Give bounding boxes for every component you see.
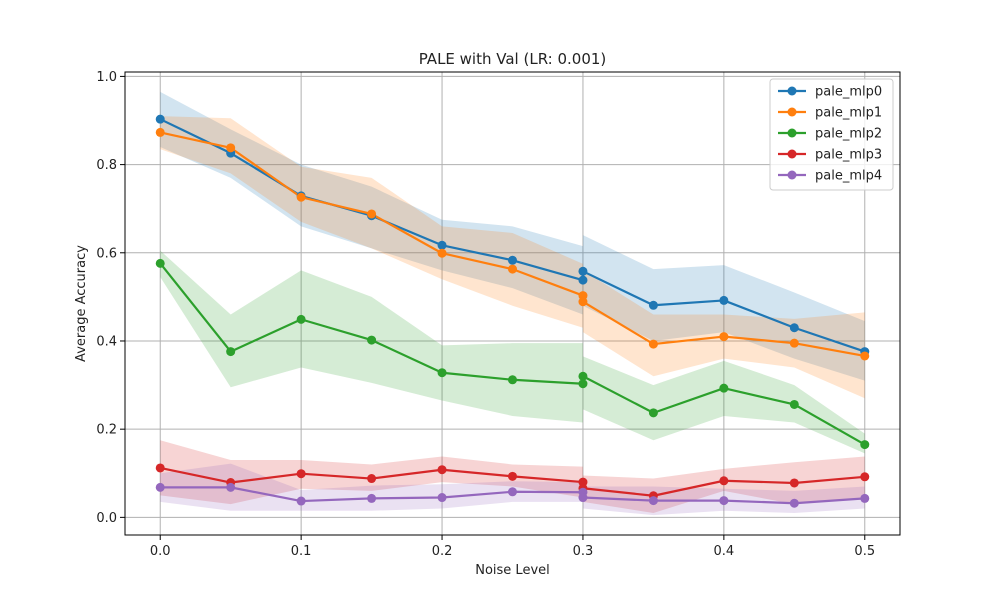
line-pale_mlp4	[160, 486, 865, 505]
point-pale_mlp1	[578, 297, 588, 307]
point-pale_mlp1	[367, 209, 377, 219]
point-pale_mlp3	[155, 463, 165, 473]
point-pale_mlp4	[155, 482, 165, 492]
legend-label: pale_mlp2	[815, 127, 882, 142]
legend-marker	[787, 128, 797, 138]
x-tick-label: 0.0	[150, 544, 171, 559]
legend-marker	[787, 149, 797, 159]
line-pale_mlp2	[159, 262, 866, 446]
point-pale_mlp3	[578, 477, 588, 487]
point-pale_mlp2	[578, 371, 588, 381]
legend-marker	[787, 86, 797, 96]
x-axis-label: Noise Level	[475, 563, 550, 578]
chart-title: PALE with Val (LR: 0.001)	[419, 50, 607, 68]
legend: pale_mlp0 pale_mlp1 pale_mlp2 pale_mlp3pale…	[769, 78, 894, 191]
point-pale_mlp4	[719, 496, 729, 506]
line-pale_mlp1	[159, 131, 865, 358]
point-pale_mlp0	[508, 255, 517, 265]
point-pale_mlp1	[578, 291, 588, 301]
point-pale_mlp0	[578, 275, 588, 285]
point-pale_mlp2	[367, 335, 377, 345]
x-tick-label: 0.5	[854, 544, 875, 559]
point-pale_mlp3	[367, 474, 377, 484]
x-tick-label: 0.4	[714, 544, 735, 559]
point-pale_mlp1	[508, 264, 517, 274]
point-pale_mlp1	[719, 332, 729, 342]
y-tick-label: 1.0	[96, 70, 117, 85]
point-pale_mlp1	[648, 339, 658, 349]
point-pale_mlp0	[648, 300, 658, 310]
point-pale_mlp2	[860, 440, 870, 450]
legend-marker	[787, 170, 797, 180]
point-pale_mlp3	[860, 472, 870, 482]
legend-marker	[787, 107, 797, 117]
series-points	[155, 114, 870, 508]
band-pale_mlp0	[160, 91, 865, 381]
series-lines	[159, 118, 866, 505]
point-pale_mlp2	[648, 408, 658, 418]
point-pale_mlp0	[789, 323, 799, 333]
point-pale_mlp0	[155, 114, 165, 124]
point-pale_mlp2	[296, 314, 306, 324]
point-pale_mlp4	[860, 493, 870, 503]
point-pale_mlp2	[226, 347, 236, 357]
point-pale_mlp1	[789, 338, 799, 348]
band-pale_mlp2	[160, 250, 865, 454]
point-pale_mlp4	[226, 482, 236, 492]
y-axis-ticks: 0.0 0.2 0.4 0.6 0.8 1.0	[96, 70, 125, 526]
y-tick-label: 0.8	[96, 158, 117, 173]
x-axis-ticks: 0.0 0.1 0.2 0.3 0.4 0.5	[150, 535, 875, 559]
y-tick-label: 0.6	[96, 246, 117, 261]
point-pale_mlp1	[155, 127, 165, 137]
point-pale_mlp2	[508, 375, 517, 385]
point-pale_mlp4	[789, 498, 799, 508]
point-pale_mlp4	[648, 496, 658, 506]
legend-label: pale_mlp3	[815, 148, 882, 163]
point-pale_mlp1	[296, 192, 306, 202]
legend-label: pale_mlp4	[815, 169, 882, 184]
point-pale_mlp4	[367, 493, 377, 503]
x-tick-label: 0.2	[432, 544, 453, 559]
legend-box	[769, 78, 894, 191]
point-pale_mlp1	[437, 248, 447, 258]
point-pale_mlp1	[860, 351, 870, 361]
point-pale_mlp0	[437, 240, 447, 250]
point-pale_mlp1	[226, 143, 236, 153]
point-pale_mlp3	[508, 471, 517, 481]
point-pale_mlp4	[508, 487, 517, 497]
point-pale_mlp0	[719, 295, 729, 305]
point-pale_mlp4	[578, 493, 588, 503]
y-tick-label: 0.2	[96, 423, 117, 438]
plot-frame	[124, 71, 901, 536]
point-pale_mlp2	[155, 258, 165, 268]
point-pale_mlp2	[578, 379, 588, 389]
legend-label: pale_mlp1	[815, 106, 882, 121]
line-pale_mlp3	[160, 466, 865, 497]
point-pale_mlp4	[296, 496, 306, 506]
point-pale_mlp2	[437, 368, 447, 378]
point-pale_mlp3	[719, 476, 729, 486]
point-pale_mlp3	[437, 465, 447, 475]
y-tick-label: 0.0	[96, 511, 117, 526]
x-tick-label: 0.3	[573, 544, 594, 559]
point-pale_mlp2	[719, 383, 729, 393]
point-pale_mlp3	[296, 469, 306, 479]
y-axis-label: Average Accuracy	[74, 245, 89, 362]
point-pale_mlp0	[578, 266, 588, 276]
point-pale_mlp4	[437, 493, 447, 503]
point-pale_mlp2	[789, 399, 799, 409]
x-tick-label: 0.1	[291, 544, 312, 559]
point-pale_mlp3	[789, 478, 799, 488]
y-tick-label: 0.4	[96, 334, 117, 349]
legend-label: pale_mlp0	[815, 85, 882, 100]
